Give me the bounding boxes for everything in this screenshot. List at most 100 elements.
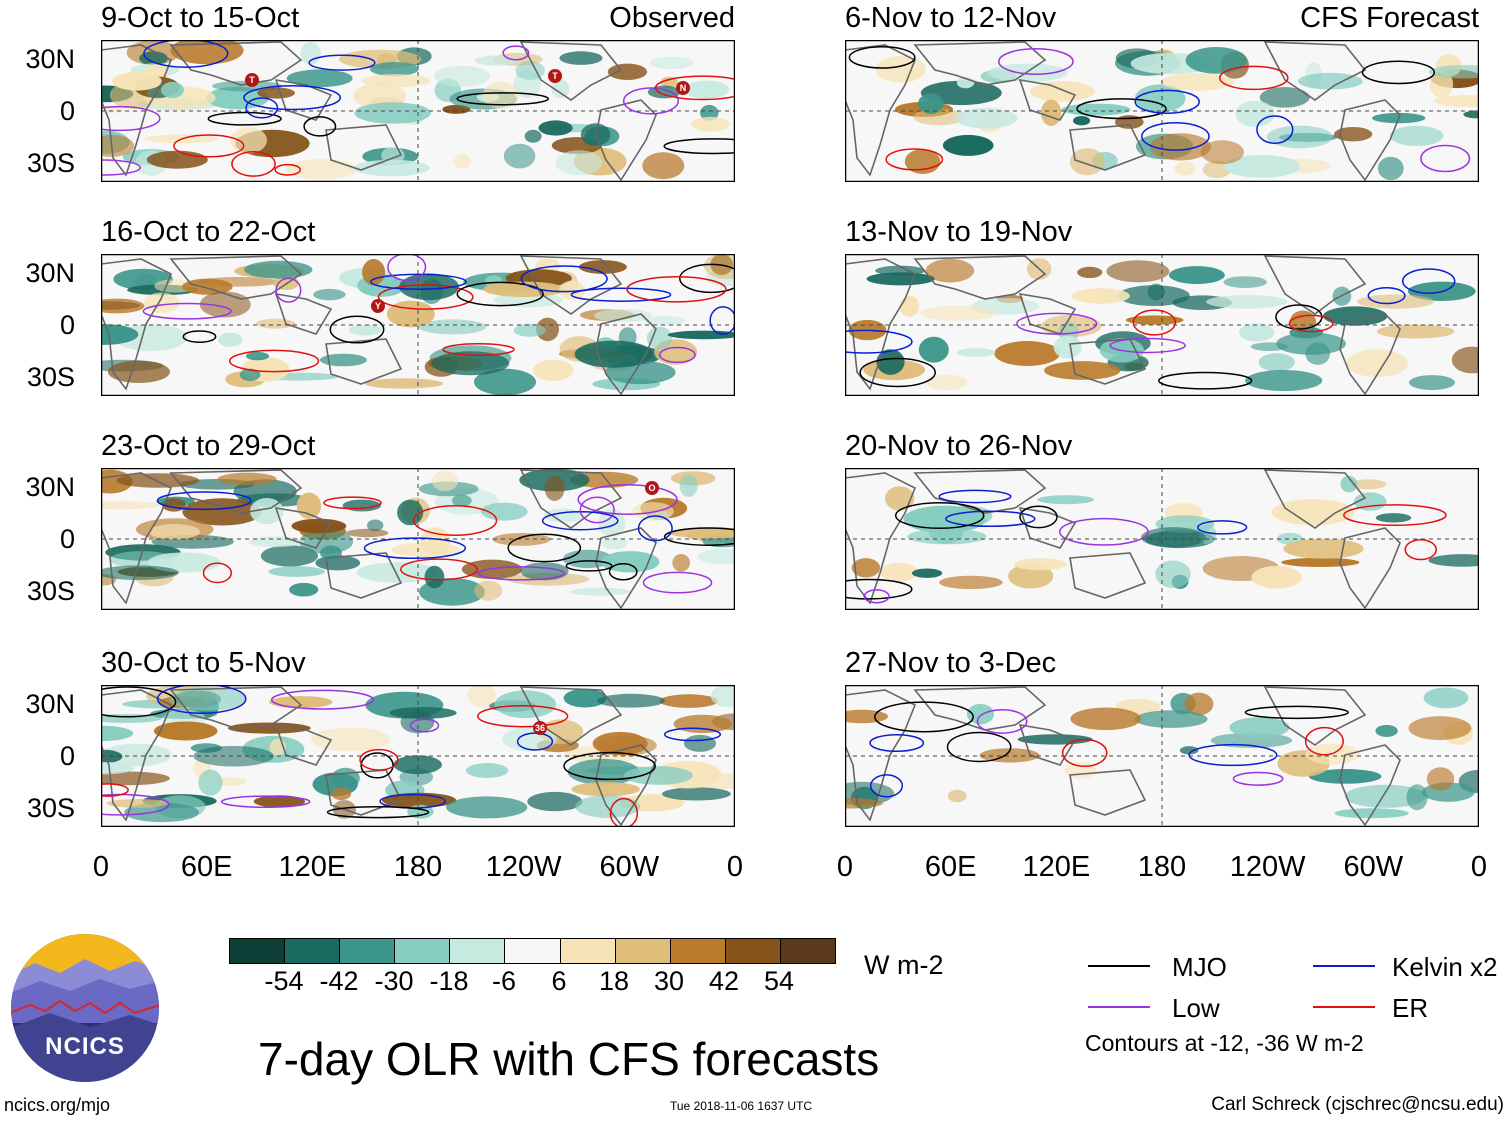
panel-title: 30-Oct to 5-Nov [101,647,306,679]
olr-anomaly-blob [1346,349,1409,378]
olr-anomaly-blob [624,766,693,785]
olr-anomaly-blob [527,791,583,812]
wave-contour [143,40,229,68]
colorbar-swatch [670,939,726,963]
wave-contour [477,704,569,728]
panel-border [101,254,735,396]
olr-map-panel [845,685,1479,827]
olr-anomaly-blob [474,55,519,66]
olr-anomaly-blob [1357,294,1434,309]
olr-anomaly-blob [391,542,460,557]
olr-anomaly-blob [483,281,566,297]
contour-note: Contours at -12, -36 W m-2 [1085,1030,1364,1056]
olr-map-panel [101,40,735,182]
longitude-label: 120W [1229,851,1306,883]
olr-anomaly-blob [313,288,346,301]
olr-anomaly-blob [683,80,730,99]
wave-contour [679,263,735,294]
olr-anomaly-blob [474,580,503,601]
wave-contour [303,116,337,137]
coastline [101,689,173,822]
olr-anomaly-blob [660,76,678,88]
panel-border [845,468,1479,610]
olr-anomaly-blob [1169,266,1225,285]
colorbar-tick-label: -18 [429,966,469,996]
olr-anomaly-blob [866,272,935,286]
olr-anomaly-blob [571,782,640,797]
wave-contour [848,46,916,69]
storm-marker-icon: N [676,81,690,95]
olr-anomaly-blob [876,349,905,375]
olr-anomaly-blob [669,527,735,539]
olr-anomaly-blob [593,309,653,322]
olr-anomaly-blob [218,332,243,347]
wave-contour [565,560,613,572]
olr-anomaly-blob [1463,110,1479,119]
olr-anomaly-blob [1259,87,1310,108]
olr-anomaly-blob [182,278,233,295]
olr-anomaly-blob [601,537,628,550]
longitude-label: 120E [1022,851,1091,883]
olr-anomaly-blob [101,134,135,157]
olr-anomaly-blob [474,368,536,396]
olr-anomaly-blob [431,351,510,376]
legend-line-low [1088,1006,1150,1008]
olr-anomaly-blob [659,694,718,708]
wave-contour [231,150,276,177]
wave-contour [507,533,582,563]
olr-anomaly-blob [453,154,472,169]
wave-contour [1132,309,1177,336]
olr-anomaly-blob [362,259,386,286]
legend-label-mjo: MJO [1172,952,1227,982]
coastline [1339,99,1401,182]
latitude-label: 30S [26,362,75,392]
wave-contour [1404,538,1437,561]
olr-anomaly-blob [146,150,208,169]
wave-contour [360,752,394,779]
coastline [1339,313,1401,396]
olr-anomaly-blob [1406,784,1428,811]
wave-contour [359,748,399,771]
wave-contour [663,527,735,546]
olr-anomaly-blob [1134,84,1186,113]
olr-anomaly-blob [230,127,267,154]
wave-contour [579,496,615,524]
wave-contour [520,265,608,293]
olr-anomaly-blob [348,324,382,336]
olr-anomaly-blob [578,260,627,274]
olr-anomaly-blob [1071,288,1130,304]
olr-anomaly-blob [679,474,698,497]
olr-anomaly-blob [1229,717,1290,738]
latitude-label: 30S [26,576,75,606]
wave-contour [577,484,678,515]
wave-contour [609,797,639,827]
wave-contour [156,491,252,511]
wave-contour [1232,771,1284,786]
latitude-label: 30N [25,258,75,288]
coastline [169,686,303,731]
wave-contour [885,148,944,171]
coastline [845,44,917,177]
colorbar-tick-label: -42 [319,966,359,996]
olr-anomaly-blob [112,72,162,91]
author-credit: Carl Schreck (cjschrec@ncsu.edu) [1211,1094,1504,1115]
wave-contour [938,489,1012,504]
website-link[interactable]: ncics.org/mjo [4,1095,111,1115]
longitude-label: 0 [726,851,744,883]
wave-contour [663,727,722,742]
olr-anomaly-blob [116,473,200,488]
wave-contour [156,685,247,715]
longitude-label: 60W [1343,851,1404,883]
olr-anomaly-blob [289,582,319,597]
olr-anomaly-blob [662,787,731,801]
olr-anomaly-blob [206,86,269,110]
olr-anomaly-blob [481,502,528,521]
wave-contour [1158,371,1253,390]
olr-anomaly-blob [296,492,322,519]
wave-contour [274,163,302,176]
olr-anomaly-blob [551,80,570,98]
longitude-label: 60W [599,851,660,883]
wave-contour [1076,98,1167,120]
olr-anomaly-blob [926,374,968,391]
olr-anomaly-blob [228,722,311,734]
